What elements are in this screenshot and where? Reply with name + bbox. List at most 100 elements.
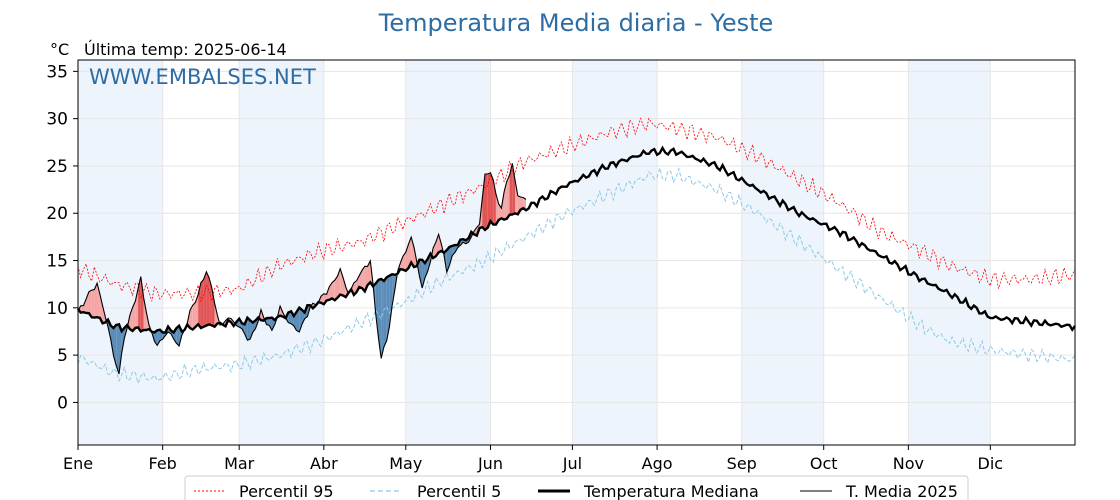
plot-frame (77, 59, 1076, 446)
x-axis: Ene Feb Mar Abr May Jun Jul Ago Sep Oct Nov Dic (63, 445, 1003, 473)
anomaly-below (241, 323, 245, 334)
anomaly-above (94, 283, 98, 318)
anomaly-above (91, 289, 95, 318)
anomaly-below (389, 274, 393, 327)
y-tick-label: 15 (46, 252, 68, 272)
legend-item-median: Temperatura Mediana (538, 482, 759, 500)
series-lines (77, 117, 1076, 385)
anomaly-above (209, 277, 212, 326)
y-tick-label: 20 (46, 204, 68, 224)
anomaly-above (433, 242, 436, 259)
y-tick-label: 5 (57, 346, 68, 366)
x-tick-label: Abr (310, 454, 338, 473)
anomaly-above (487, 172, 491, 228)
x-tick-label: Jun (477, 454, 503, 473)
month-shade-jul (572, 60, 658, 445)
series-line-p95 (77, 117, 1076, 303)
legend-label-median: Temperatura Mediana (583, 482, 759, 500)
anomaly-above (342, 277, 346, 298)
chart-subtitle: Última temp: 2025-06-14 (84, 40, 287, 59)
series-line-year (77, 163, 527, 375)
month-shading (78, 60, 991, 445)
anomaly-below (375, 279, 379, 339)
anomaly-above (143, 297, 147, 331)
month-shade-sep (741, 60, 824, 445)
anomaly-below (266, 317, 270, 326)
anomaly-below (250, 320, 253, 340)
anomaly-below (392, 274, 395, 306)
anomaly-above (438, 234, 442, 253)
anomaly-below (422, 259, 425, 288)
legend-label-year: T. Media 2025 (845, 482, 958, 500)
y-tick-label: 10 (46, 299, 68, 319)
anomaly-above (80, 305, 84, 313)
anomaly-above (99, 294, 103, 324)
series-line-median (77, 145, 1076, 335)
anomaly-above (321, 293, 324, 305)
anomaly-above (523, 197, 526, 211)
anomaly-below (381, 278, 384, 359)
anomaly-above (83, 298, 87, 313)
anomaly-above (506, 175, 510, 219)
anomaly-above (520, 197, 524, 210)
anomaly-below (449, 245, 453, 266)
y-tick-label: 25 (46, 157, 68, 177)
anomaly-above (189, 305, 193, 330)
y-axis-unit: °C (50, 40, 69, 59)
anomaly-above (132, 300, 136, 331)
anomaly-above (482, 173, 485, 230)
legend-label-p95: Percentil 95 (239, 482, 334, 500)
anomaly-above (195, 294, 199, 327)
anomaly-above (400, 256, 404, 270)
anomaly-below (110, 325, 114, 356)
anomaly-above (367, 260, 371, 286)
legend-item-year: T. Media 2025 (800, 482, 958, 500)
legend: Percentil 95 Percentil 5 Temperatura Med… (184, 475, 969, 500)
anomaly-below (378, 278, 382, 359)
anomaly-below (113, 325, 117, 366)
anomaly-above (206, 271, 210, 326)
y-tick-label: 30 (46, 110, 68, 130)
anomaly-above (140, 276, 144, 332)
legend-item-p5: Percentil 5 (370, 482, 501, 500)
anomaly-above (509, 163, 513, 215)
y-tick-label: 0 (57, 393, 68, 413)
x-tick-label: Oct (810, 454, 838, 473)
anomaly-above (362, 266, 365, 292)
anomaly-below (419, 259, 423, 288)
anomaly-above (408, 237, 412, 268)
legend-box (184, 475, 969, 500)
anomaly-above (329, 282, 333, 300)
anomaly-above (490, 172, 494, 225)
month-shade-ene (78, 60, 163, 445)
anomaly-below (118, 324, 122, 374)
anomaly-above (214, 303, 218, 327)
anomaly-above (403, 252, 406, 271)
anomaly-above (88, 290, 92, 318)
anomaly-above (200, 279, 204, 328)
series-line-p5 (77, 166, 1076, 385)
anomaly-below (296, 307, 300, 332)
legend-label-p5: Percentil 5 (417, 482, 501, 500)
anomaly-above (332, 280, 335, 301)
anomaly-above (211, 287, 215, 327)
anomaly-above (515, 179, 518, 215)
anomaly-above (411, 237, 414, 268)
anomaly-below (116, 324, 119, 374)
x-tick-label: Mar (224, 454, 255, 473)
anomaly-above (138, 276, 141, 332)
watermark: WWW.EMBALSES.NET (89, 65, 316, 89)
x-tick-label: Sep (727, 454, 757, 473)
anomaly-below (386, 275, 390, 341)
anomaly-below (269, 317, 272, 331)
anomaly-below (383, 277, 387, 347)
anomaly-above (203, 271, 207, 327)
anomaly-below (288, 311, 292, 324)
chart-title: Temperatura Media diaria - Yeste (378, 9, 774, 37)
x-tick-label: Ene (63, 454, 93, 473)
x-tick-label: Dic (978, 454, 1004, 473)
x-tick-label: Nov (893, 454, 924, 473)
anomaly-above (334, 276, 338, 301)
legend-item-p95: Percentil 95 (194, 482, 334, 500)
